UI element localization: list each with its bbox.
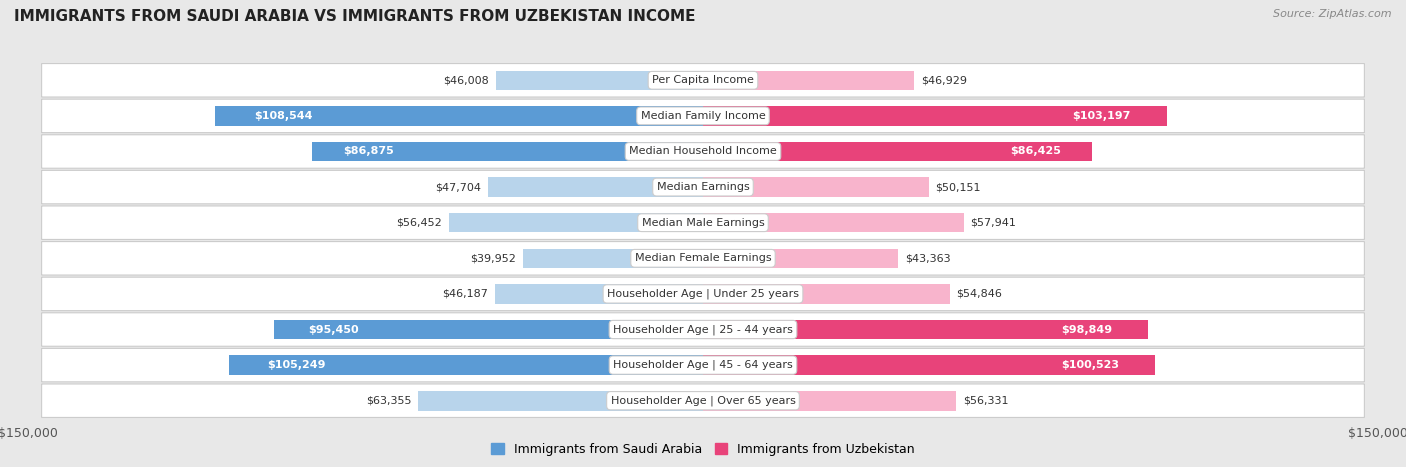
FancyBboxPatch shape (42, 348, 1364, 382)
Text: $108,544: $108,544 (253, 111, 312, 121)
FancyBboxPatch shape (42, 170, 1364, 204)
Text: $98,849: $98,849 (1062, 325, 1112, 334)
Text: Per Capita Income: Per Capita Income (652, 75, 754, 85)
Bar (488, 177, 703, 197)
Text: Householder Age | 45 - 64 years: Householder Age | 45 - 64 years (613, 360, 793, 370)
FancyBboxPatch shape (42, 313, 1364, 346)
Bar (703, 142, 1092, 161)
FancyBboxPatch shape (42, 135, 1364, 168)
Bar (312, 142, 703, 161)
Text: $46,008: $46,008 (443, 75, 489, 85)
Text: $100,523: $100,523 (1062, 360, 1119, 370)
Bar (703, 248, 898, 268)
Text: $56,331: $56,331 (963, 396, 1008, 406)
Text: $95,450: $95,450 (308, 325, 359, 334)
Text: $57,941: $57,941 (970, 218, 1017, 228)
Text: Median Earnings: Median Earnings (657, 182, 749, 192)
FancyBboxPatch shape (42, 64, 1364, 97)
Text: $47,704: $47,704 (436, 182, 482, 192)
Text: $63,355: $63,355 (366, 396, 411, 406)
Bar (496, 71, 703, 90)
Text: Median Family Income: Median Family Income (641, 111, 765, 121)
Text: $50,151: $50,151 (935, 182, 981, 192)
Bar (703, 177, 928, 197)
Bar (495, 284, 703, 304)
Text: $46,929: $46,929 (921, 75, 967, 85)
Bar (703, 106, 1167, 126)
Text: Median Male Earnings: Median Male Earnings (641, 218, 765, 228)
FancyBboxPatch shape (42, 206, 1364, 240)
Bar (523, 248, 703, 268)
Bar (215, 106, 703, 126)
Bar (703, 391, 956, 410)
Text: Householder Age | Under 25 years: Householder Age | Under 25 years (607, 289, 799, 299)
Bar (449, 213, 703, 233)
Bar (703, 284, 950, 304)
FancyBboxPatch shape (42, 99, 1364, 133)
Text: $103,197: $103,197 (1071, 111, 1130, 121)
FancyBboxPatch shape (42, 384, 1364, 417)
FancyBboxPatch shape (42, 241, 1364, 275)
Text: Householder Age | 25 - 44 years: Householder Age | 25 - 44 years (613, 324, 793, 335)
Text: $39,952: $39,952 (471, 253, 516, 263)
Legend: Immigrants from Saudi Arabia, Immigrants from Uzbekistan: Immigrants from Saudi Arabia, Immigrants… (486, 438, 920, 461)
Bar (703, 355, 1156, 375)
Text: $86,425: $86,425 (1010, 147, 1060, 156)
Text: $43,363: $43,363 (905, 253, 950, 263)
Text: $105,249: $105,249 (267, 360, 326, 370)
Text: IMMIGRANTS FROM SAUDI ARABIA VS IMMIGRANTS FROM UZBEKISTAN INCOME: IMMIGRANTS FROM SAUDI ARABIA VS IMMIGRAN… (14, 9, 696, 24)
Text: Median Female Earnings: Median Female Earnings (634, 253, 772, 263)
Text: Householder Age | Over 65 years: Householder Age | Over 65 years (610, 396, 796, 406)
Bar (703, 320, 1147, 340)
Text: $56,452: $56,452 (396, 218, 443, 228)
Bar (703, 213, 963, 233)
FancyBboxPatch shape (42, 277, 1364, 311)
Text: Source: ZipAtlas.com: Source: ZipAtlas.com (1274, 9, 1392, 19)
Text: $54,846: $54,846 (956, 289, 1002, 299)
Bar (274, 320, 703, 340)
Text: Median Household Income: Median Household Income (628, 147, 778, 156)
Bar (229, 355, 703, 375)
Bar (418, 391, 703, 410)
Bar (703, 71, 914, 90)
Text: $86,875: $86,875 (343, 147, 394, 156)
Text: $46,187: $46,187 (443, 289, 488, 299)
